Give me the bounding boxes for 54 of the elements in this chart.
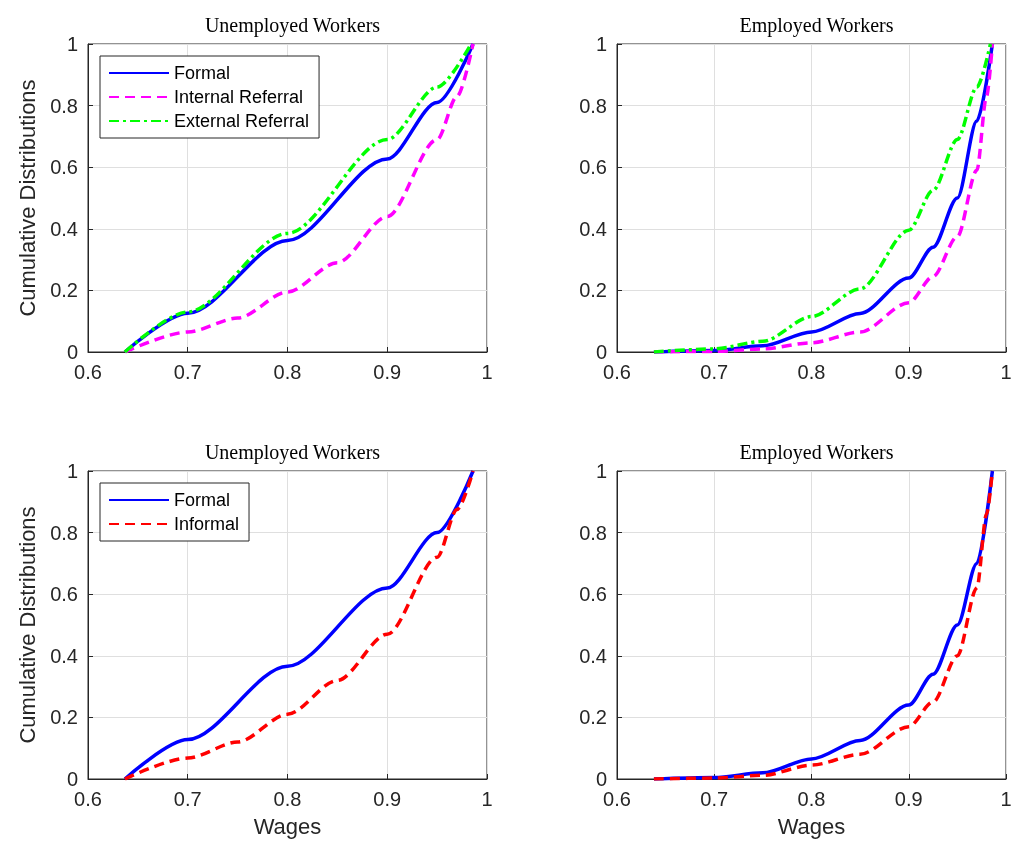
y-tick-label: 0.6 (50, 583, 78, 606)
x-tick-label: 0.8 (797, 788, 826, 810)
x-tick-label: 0.8 (797, 361, 826, 383)
x-tick-label: 0.7 (700, 788, 729, 810)
x-tick-label: 0.9 (894, 788, 923, 810)
x-tick-label: 0.9 (373, 788, 402, 810)
y-tick-label: 0.2 (579, 279, 607, 302)
y-tick-label: 0.6 (50, 156, 78, 179)
y-tick-label: 0.8 (579, 521, 607, 544)
y-tick-label: 1 (66, 33, 78, 55)
y-tick-label: 0.2 (50, 706, 78, 729)
y-tick-label: 0.8 (50, 521, 78, 544)
y-tick-label: 0 (595, 341, 607, 363)
legend-label: Informal (174, 514, 240, 534)
x-tick-label: 1 (1000, 788, 1012, 810)
chart-title: Employed Workers (739, 14, 894, 37)
x-tick-label: 1 (481, 788, 493, 810)
y-tick-label: 0.2 (579, 706, 607, 729)
x-tick-label: 1 (481, 361, 493, 383)
y-tick-label: 0.4 (50, 217, 78, 240)
y-tick-label: 0 (595, 768, 607, 790)
y-tick-label: 0.8 (579, 94, 607, 117)
y-tick-label: 1 (595, 33, 607, 55)
x-axis-title: Wages (253, 813, 322, 839)
y-tick-label: 0.2 (50, 279, 78, 302)
y-tick-label: 0.8 (50, 94, 78, 117)
y-tick-label: 0.6 (579, 583, 607, 606)
y-axis-title: Cumulative Distributions (14, 506, 40, 744)
x-tick-label: 0.7 (700, 361, 729, 383)
x-tick-label: 0.7 (173, 361, 202, 383)
line-series (123, 469, 475, 781)
chart-title: Unemployed Workers (204, 14, 381, 37)
legend-label: Formal (174, 490, 231, 510)
x-axis-title: Wages (777, 813, 846, 839)
x-tick-label: 0.8 (273, 788, 302, 810)
x-tick-label: 0.9 (894, 361, 923, 383)
y-tick-label: 0.4 (579, 644, 607, 667)
legend-label: Formal (174, 63, 231, 83)
x-tick-label: 0.8 (273, 361, 302, 383)
y-tick-label: 0.4 (50, 644, 78, 667)
y-tick-label: 1 (595, 460, 607, 482)
legend-label: Internal Referral (174, 87, 304, 107)
y-tick-label: 0.4 (579, 217, 607, 240)
x-tick-label: 0.7 (173, 788, 202, 810)
x-tick-label: 1 (1000, 361, 1012, 383)
y-tick-label: 1 (66, 460, 78, 482)
y-tick-label: 0 (66, 341, 78, 363)
x-tick-label: 0.9 (373, 361, 402, 383)
y-tick-label: 0 (66, 768, 78, 790)
chart-title: Employed Workers (739, 441, 894, 464)
y-tick-label: 0.6 (579, 156, 607, 179)
legend-label: External Referral (174, 111, 310, 131)
y-axis-title: Cumulative Distributions (14, 79, 40, 317)
chart-title: Unemployed Workers (204, 441, 381, 464)
